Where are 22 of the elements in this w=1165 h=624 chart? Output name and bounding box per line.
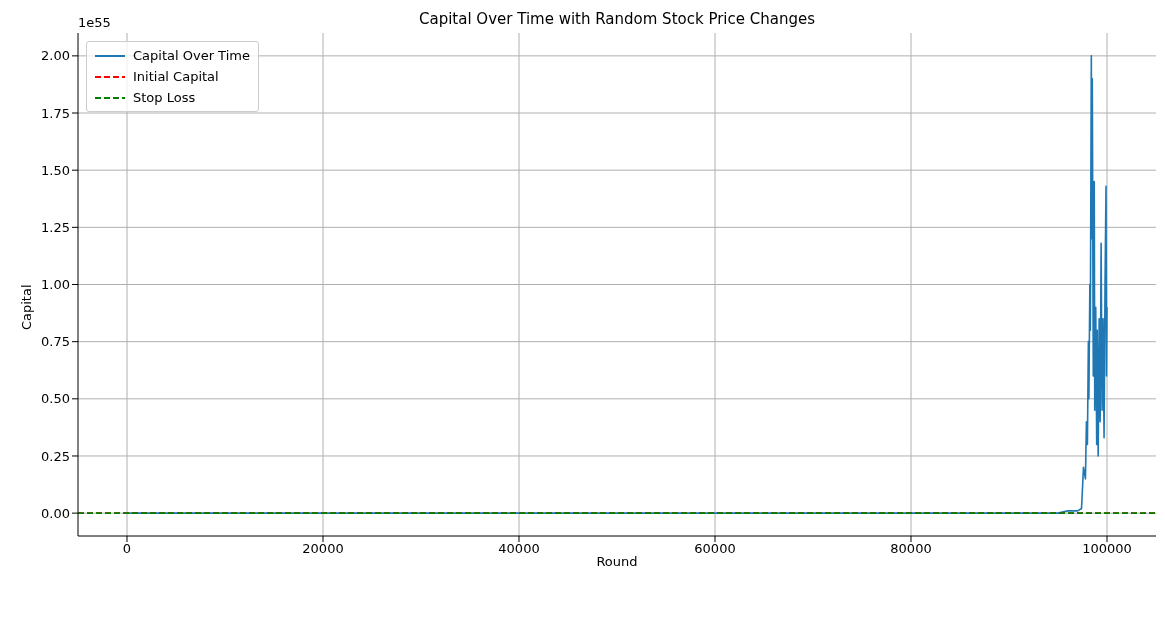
y-tick-label: 1.00 — [41, 277, 70, 293]
y-axis-title: Capital — [18, 284, 34, 331]
chart-title: Capital Over Time with Random Stock Price Changes — [418, 10, 816, 28]
y-tick-label: 1.50 — [41, 162, 70, 178]
x-tick-label: 20000 — [302, 541, 344, 557]
x-tick-label: 60000 — [694, 541, 736, 557]
x-tick-label: 100000 — [1082, 541, 1132, 557]
y-tick-label: 1.25 — [41, 219, 70, 235]
y-tick-label: 0.50 — [41, 391, 70, 407]
legend-label: Capital Over Time — [133, 48, 250, 63]
y-tick-label: 0.25 — [41, 448, 70, 464]
y-tick-label: 1.75 — [41, 105, 70, 121]
y-tick-label: 2.00 — [41, 48, 70, 64]
x-tick-label: 80000 — [890, 541, 932, 557]
legend-label: Initial Capital — [133, 69, 219, 84]
x-axis-title: Round — [596, 554, 638, 569]
y-tick-label: 0.00 — [41, 505, 70, 521]
x-tick-label: 0 — [122, 541, 132, 557]
legend-label: Stop Loss — [133, 90, 196, 105]
y-tick-label: 0.75 — [41, 334, 70, 350]
text: 1e55 — [78, 15, 111, 30]
x-tick-label: 40000 — [498, 541, 540, 557]
